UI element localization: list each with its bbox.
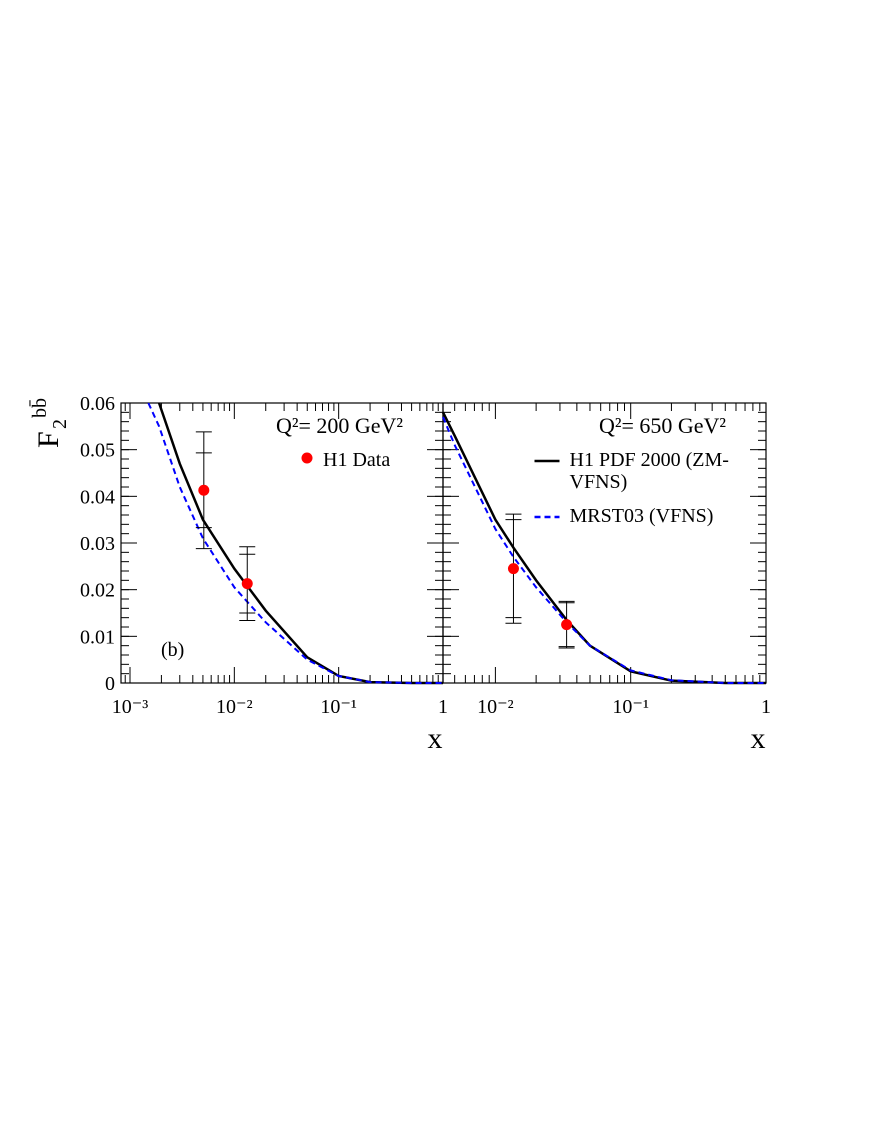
curve [147, 402, 443, 684]
y-tick-label: 0.01 [80, 626, 115, 648]
x-tick-label: 1 [761, 696, 771, 718]
y-axis-label-sup: bb̄ [29, 398, 51, 418]
x-tick-label: 10⁻¹ [612, 696, 649, 718]
y-tick-label: 0.02 [80, 580, 115, 602]
x-tick-label: 10⁻² [216, 696, 253, 718]
legend-label: H1 Data [323, 449, 390, 471]
x-tick-label: 10⁻¹ [320, 696, 357, 718]
y-axis-label-sub: 2 [49, 419, 71, 429]
x-axis-label: x [751, 722, 766, 755]
data-point [507, 563, 519, 575]
y-axis-label-base: F [32, 431, 65, 448]
data-point [198, 484, 210, 496]
legend-marker [301, 452, 313, 464]
panel-label: (b) [161, 639, 184, 661]
annotation: Q²= 200 GeV² [276, 413, 403, 438]
plot-frame [442, 402, 767, 684]
legend-label: MRST03 (VFNS) [569, 505, 714, 527]
y-tick-label: 0.03 [80, 533, 115, 555]
data-point [561, 619, 573, 631]
y-tick-label: 0.05 [80, 440, 115, 462]
x-tick-label: 10⁻³ [112, 696, 149, 718]
y-tick-label: 0.06 [80, 393, 115, 415]
annotation: Q²= 650 GeV² [599, 413, 726, 438]
curve [157, 402, 443, 685]
y-tick-label: 0.04 [80, 486, 115, 508]
legend-label: H1 PDF 2000 (ZM-VFNS) [569, 449, 729, 493]
x-tick-label: 10⁻² [477, 696, 514, 718]
x-tick-label: 1 [438, 696, 448, 718]
y-tick-label: 0 [105, 673, 115, 695]
x-axis-label: x [428, 722, 443, 755]
y-axis-label: F 2bb̄ [29, 398, 71, 448]
data-point [241, 578, 253, 590]
